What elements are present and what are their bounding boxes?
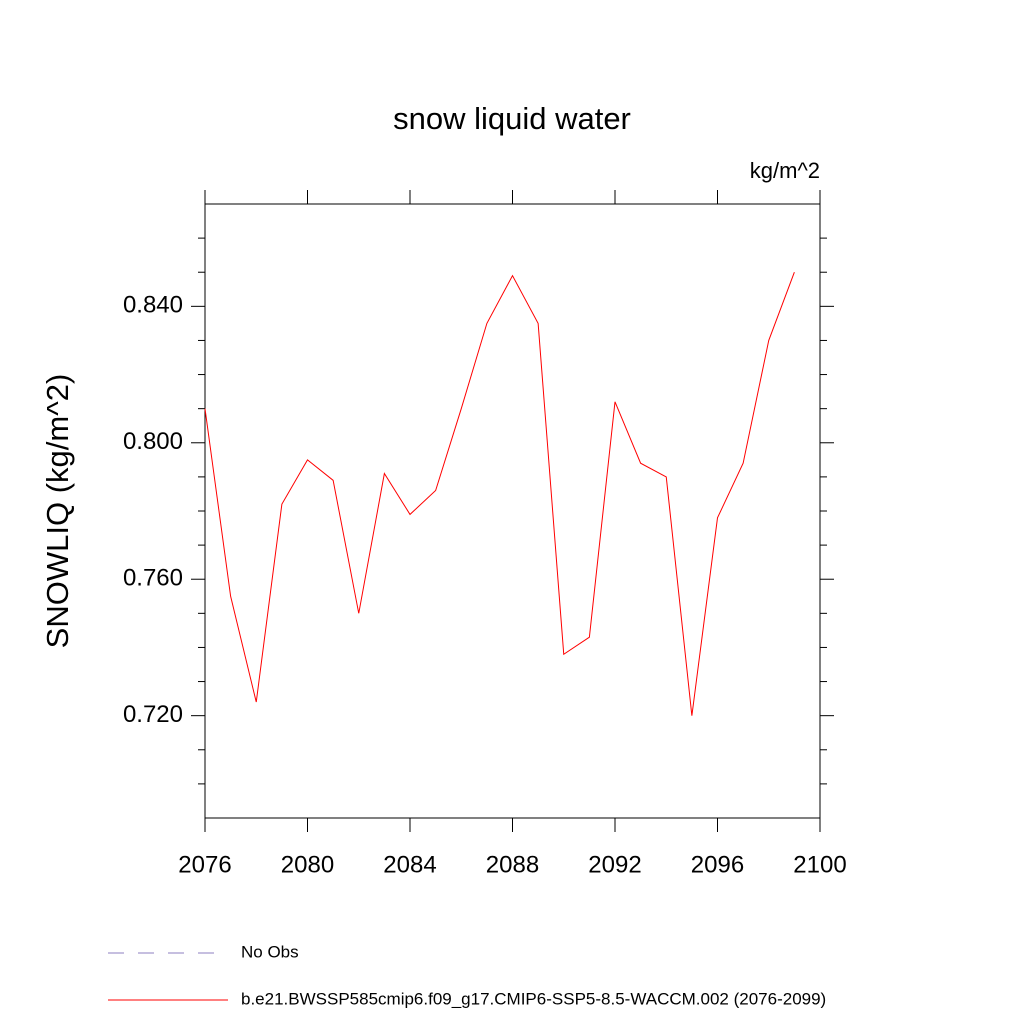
plot-frame bbox=[204, 203, 821, 819]
y-axis-label: SNOWLIQ (kg/m^2) bbox=[40, 374, 75, 649]
x-tick-label: 2080 bbox=[281, 851, 334, 878]
chart-title: snow liquid water bbox=[393, 101, 631, 136]
y-tick-label: 0.720 bbox=[123, 701, 183, 728]
x-tick-label: 2088 bbox=[486, 851, 539, 878]
units-label: kg/m^2 bbox=[750, 158, 820, 183]
x-tick-label: 2084 bbox=[383, 851, 436, 878]
y-tick-label: 0.840 bbox=[123, 292, 183, 319]
x-tick-label: 2100 bbox=[793, 851, 846, 878]
legend-label: b.e21.BWSSP585cmip6.f09_g17.CMIP6-SSP5-8… bbox=[241, 989, 826, 1008]
x-tick-label: 2096 bbox=[691, 851, 744, 878]
x-tick-label: 2092 bbox=[588, 851, 641, 878]
legend-label: No Obs bbox=[241, 942, 299, 961]
data-line bbox=[204, 272, 795, 716]
y-tick-label: 0.800 bbox=[123, 428, 183, 455]
x-tick-label: 2076 bbox=[178, 851, 231, 878]
y-tick-label: 0.760 bbox=[123, 565, 183, 592]
